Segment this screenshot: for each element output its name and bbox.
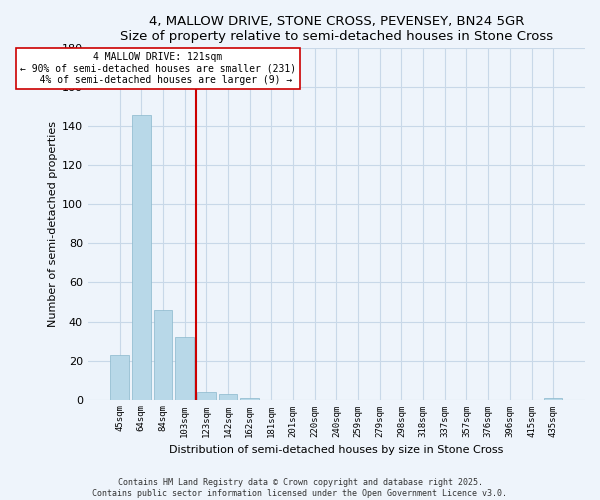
Bar <box>110 354 129 400</box>
Bar <box>132 114 151 400</box>
X-axis label: Distribution of semi-detached houses by size in Stone Cross: Distribution of semi-detached houses by … <box>169 445 503 455</box>
Bar <box>219 394 237 400</box>
Bar <box>175 337 194 400</box>
Bar <box>197 392 215 400</box>
Title: 4, MALLOW DRIVE, STONE CROSS, PEVENSEY, BN24 5GR
Size of property relative to se: 4, MALLOW DRIVE, STONE CROSS, PEVENSEY, … <box>120 15 553 43</box>
Bar <box>241 398 259 400</box>
Text: 4 MALLOW DRIVE: 121sqm
← 90% of semi-detached houses are smaller (231)
   4% of : 4 MALLOW DRIVE: 121sqm ← 90% of semi-det… <box>20 52 296 86</box>
Bar <box>154 310 172 400</box>
Y-axis label: Number of semi-detached properties: Number of semi-detached properties <box>47 121 58 327</box>
Text: Contains HM Land Registry data © Crown copyright and database right 2025.
Contai: Contains HM Land Registry data © Crown c… <box>92 478 508 498</box>
Bar <box>544 398 562 400</box>
